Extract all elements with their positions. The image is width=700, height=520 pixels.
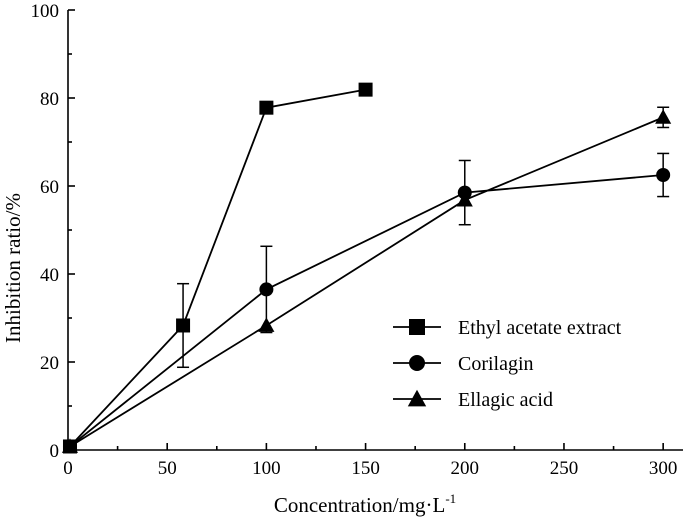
series-line [69,116,664,448]
y-axis-title: Inhibition ratio/% [1,193,25,343]
axes [67,10,683,451]
y-tick-label: 20 [40,353,59,374]
y-tick-label: 80 [40,89,59,110]
triangle-marker [407,389,427,407]
legend-label: Corilagin [458,353,534,375]
x-axis-title-superscript: -1 [445,491,456,506]
square-marker [409,319,425,335]
square-marker [176,318,191,333]
circle-marker [656,168,671,182]
legend-label: Ethyl acetate extract [458,317,622,339]
x-tick-label: 300 [649,458,678,479]
x-tick-label: 200 [451,458,480,479]
triangle-marker [655,109,672,124]
y-tick-label: 60 [40,177,59,198]
square-marker [259,100,274,115]
x-axis-title-main: Concentration/mg·L [274,493,445,517]
legend-item-circle: Corilagin [393,353,534,375]
square-marker [358,82,373,97]
x-tick-label: 50 [158,458,177,479]
x-axis-title: Concentration/mg·L-1 [274,491,456,517]
series-line [69,88,366,448]
legend-item-triangle: Ellagic acid [393,389,553,411]
ticks: 0 50 100 150 200 250 300 0 20 40 60 80 100 [31,1,678,479]
x-tick-label: 0 [63,458,73,479]
legend-item-square: Ethyl acetate extract [393,317,622,339]
x-tick-label: 250 [550,458,579,479]
legend: Ethyl acetate extract Corilagin Ellagic ac… [393,317,622,411]
circle-marker [409,355,425,371]
y-tick-label: 40 [40,265,59,286]
x-tick-label: 150 [351,458,380,479]
series-line [69,174,664,448]
y-tick-label: 100 [31,1,60,22]
series-triangle [61,106,672,453]
circle-marker [259,282,274,297]
legend-label: Ellagic acid [458,389,553,411]
y-tick-label: 0 [50,441,60,462]
triangle-marker [258,317,275,332]
series [61,82,672,454]
triangle-marker [456,192,473,207]
series-circle [62,152,671,454]
series-square [62,82,373,454]
x-tick-label: 100 [252,458,281,479]
triangle-marker [61,438,79,453]
